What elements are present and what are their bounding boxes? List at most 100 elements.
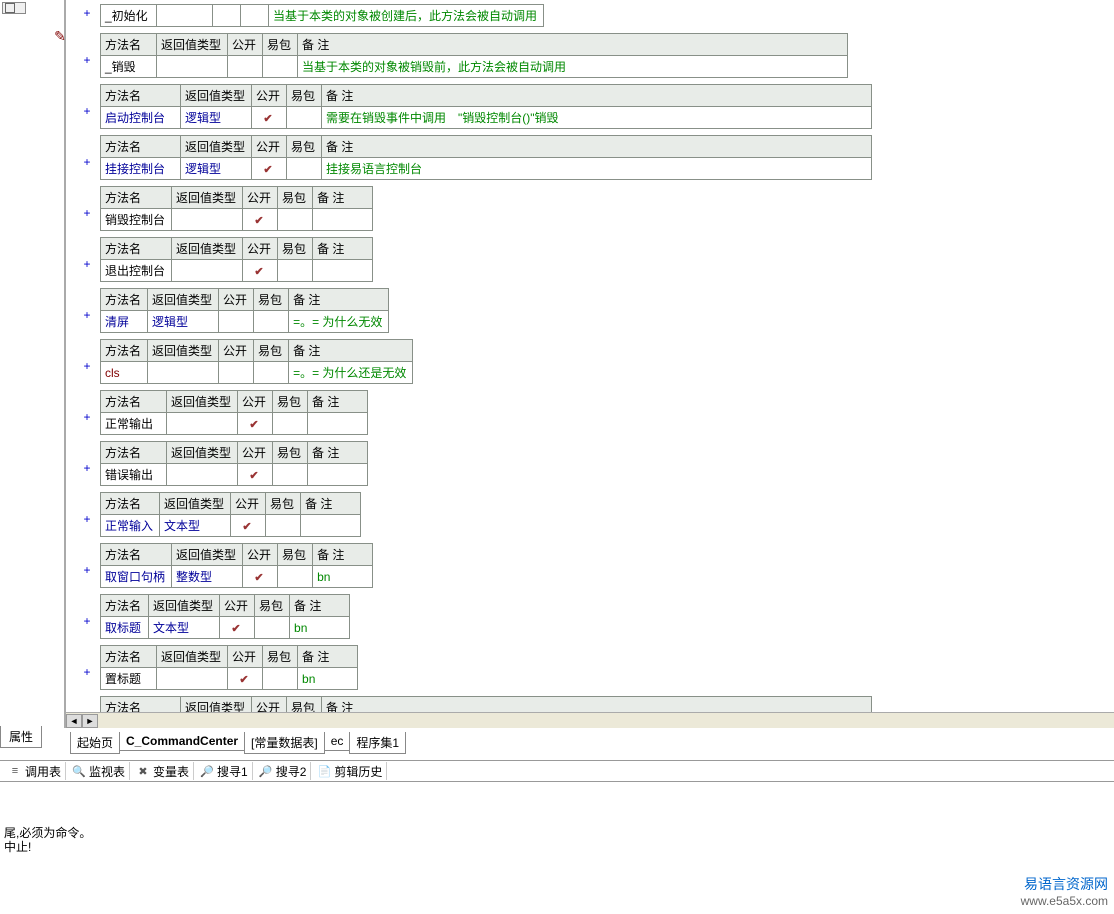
document-tab[interactable]: [常量数据表] (244, 732, 325, 754)
toolbar-item[interactable]: ≡调用表 (4, 762, 66, 780)
method-name-cell[interactable]: cls (101, 362, 148, 384)
note-cell[interactable] (308, 413, 368, 435)
tab-properties[interactable]: 属性 (0, 726, 42, 748)
document-tab[interactable]: 程序集1 (349, 732, 406, 754)
toolbar-item[interactable]: 🔍监视表 (68, 762, 130, 780)
return-type-cell[interactable] (172, 209, 243, 231)
method-name-cell[interactable]: 正常输出 (101, 413, 167, 435)
return-type-cell[interactable]: 整数型 (172, 566, 243, 588)
note-cell[interactable]: =。= 为什么还是无效 (289, 362, 413, 384)
return-type-cell[interactable] (172, 260, 243, 282)
method-name-cell[interactable]: 取标题 (101, 617, 149, 639)
expand-icon[interactable]: + (80, 359, 94, 373)
public-cell[interactable]: ✔ (243, 260, 278, 282)
expand-icon[interactable]: + (80, 461, 94, 475)
public-cell[interactable]: ✔ (243, 209, 278, 231)
document-tab[interactable]: C_CommandCenter (119, 732, 245, 751)
return-type-cell[interactable] (148, 362, 219, 384)
note-cell[interactable]: =。= 为什么无效 (289, 311, 389, 333)
horizontal-scrollbar[interactable]: ◄ ► (66, 712, 1114, 728)
return-type-cell[interactable]: 逻辑型 (181, 107, 252, 129)
expand-icon[interactable]: + (80, 257, 94, 271)
public-cell[interactable]: ✔ (252, 107, 287, 129)
note-cell[interactable]: bn (313, 566, 373, 588)
public-cell[interactable]: ✔ (231, 515, 266, 537)
return-type-cell[interactable]: 逻辑型 (181, 158, 252, 180)
return-type-cell[interactable]: 逻辑型 (148, 311, 219, 333)
expand-icon[interactable]: + (80, 614, 94, 628)
public-cell[interactable] (228, 56, 263, 78)
public-cell[interactable]: ✔ (238, 413, 273, 435)
expand-icon[interactable]: + (80, 410, 94, 424)
document-tab[interactable]: ec (324, 732, 351, 751)
pkg-cell[interactable] (263, 56, 298, 78)
note-cell[interactable]: bn (298, 668, 358, 690)
pkg-cell[interactable] (278, 260, 313, 282)
return-type-cell[interactable] (167, 464, 238, 486)
toolbar-item[interactable]: 🔎搜寻2 (255, 762, 312, 780)
pkg-cell[interactable] (273, 413, 308, 435)
toolbar-item[interactable]: 🔎搜寻1 (196, 762, 253, 780)
expand-icon[interactable]: + (80, 512, 94, 526)
method-name-cell[interactable]: 错误输出 (101, 464, 167, 486)
expand-icon[interactable]: + (80, 665, 94, 679)
public-cell[interactable]: ✔ (238, 464, 273, 486)
expand-icon[interactable]: + (80, 308, 94, 322)
method-name-cell[interactable]: 启动控制台 (101, 107, 181, 129)
pkg-cell[interactable] (255, 617, 290, 639)
return-type-cell[interactable] (157, 56, 228, 78)
return-type-cell[interactable] (157, 668, 228, 690)
panel-handle-icon[interactable] (2, 2, 26, 14)
expand-icon[interactable]: + (80, 104, 94, 118)
expand-icon[interactable]: + (80, 6, 94, 20)
public-cell[interactable] (213, 5, 241, 27)
scroll-right-icon[interactable]: ► (82, 714, 98, 728)
public-cell[interactable]: ✔ (228, 668, 263, 690)
method-name-cell[interactable]: _初始化 (101, 5, 157, 27)
scroll-left-icon[interactable]: ◄ (66, 714, 82, 728)
method-name-cell[interactable]: 退出控制台 (101, 260, 172, 282)
public-cell[interactable] (219, 362, 254, 384)
note-cell[interactable]: bn (290, 617, 350, 639)
toolbar-item[interactable]: 📄剪辑历史 (313, 762, 387, 780)
expand-icon[interactable]: + (80, 53, 94, 67)
note-cell[interactable]: 需要在销毁事件中调用 "销毁控制台()"销毁 (322, 107, 872, 129)
pkg-cell[interactable] (278, 566, 313, 588)
method-name-cell[interactable]: _销毁 (101, 56, 157, 78)
return-type-cell[interactable]: 文本型 (160, 515, 231, 537)
note-cell[interactable]: 当基于本类的对象被销毁前，此方法会被自动调用 (298, 56, 848, 78)
note-cell[interactable] (308, 464, 368, 486)
pkg-cell[interactable] (287, 158, 322, 180)
public-cell[interactable]: ✔ (220, 617, 255, 639)
public-cell[interactable] (219, 311, 254, 333)
expand-icon[interactable]: + (80, 155, 94, 169)
pkg-cell[interactable] (273, 464, 308, 486)
document-tab[interactable]: 起始页 (70, 732, 120, 754)
pkg-cell[interactable] (266, 515, 301, 537)
pkg-cell[interactable] (241, 5, 269, 27)
method-name-cell[interactable]: 销毁控制台 (101, 209, 172, 231)
return-type-cell[interactable] (167, 413, 238, 435)
expand-icon[interactable]: + (80, 563, 94, 577)
method-name-cell[interactable]: 正常输入 (101, 515, 160, 537)
return-type-cell[interactable]: 文本型 (149, 617, 220, 639)
note-cell[interactable]: 当基于本类的对象被创建后，此方法会被自动调用 (269, 5, 544, 27)
note-cell[interactable]: 挂接易语言控制台 (322, 158, 872, 180)
pkg-cell[interactable] (254, 311, 289, 333)
pkg-cell[interactable] (263, 668, 298, 690)
pkg-cell[interactable] (278, 209, 313, 231)
pkg-cell[interactable] (254, 362, 289, 384)
public-cell[interactable]: ✔ (243, 566, 278, 588)
note-cell[interactable] (313, 260, 373, 282)
method-name-cell[interactable]: 清屏 (101, 311, 148, 333)
method-name-cell[interactable]: 取窗口句柄 (101, 566, 172, 588)
pkg-cell[interactable] (287, 107, 322, 129)
note-cell[interactable] (301, 515, 361, 537)
method-name-cell[interactable]: 置标题 (101, 668, 157, 690)
expand-icon[interactable]: + (80, 206, 94, 220)
note-cell[interactable] (313, 209, 373, 231)
public-cell[interactable]: ✔ (252, 158, 287, 180)
return-type-cell[interactable] (157, 5, 213, 27)
method-name-cell[interactable]: 挂接控制台 (101, 158, 181, 180)
toolbar-item[interactable]: ✖变量表 (132, 762, 194, 780)
